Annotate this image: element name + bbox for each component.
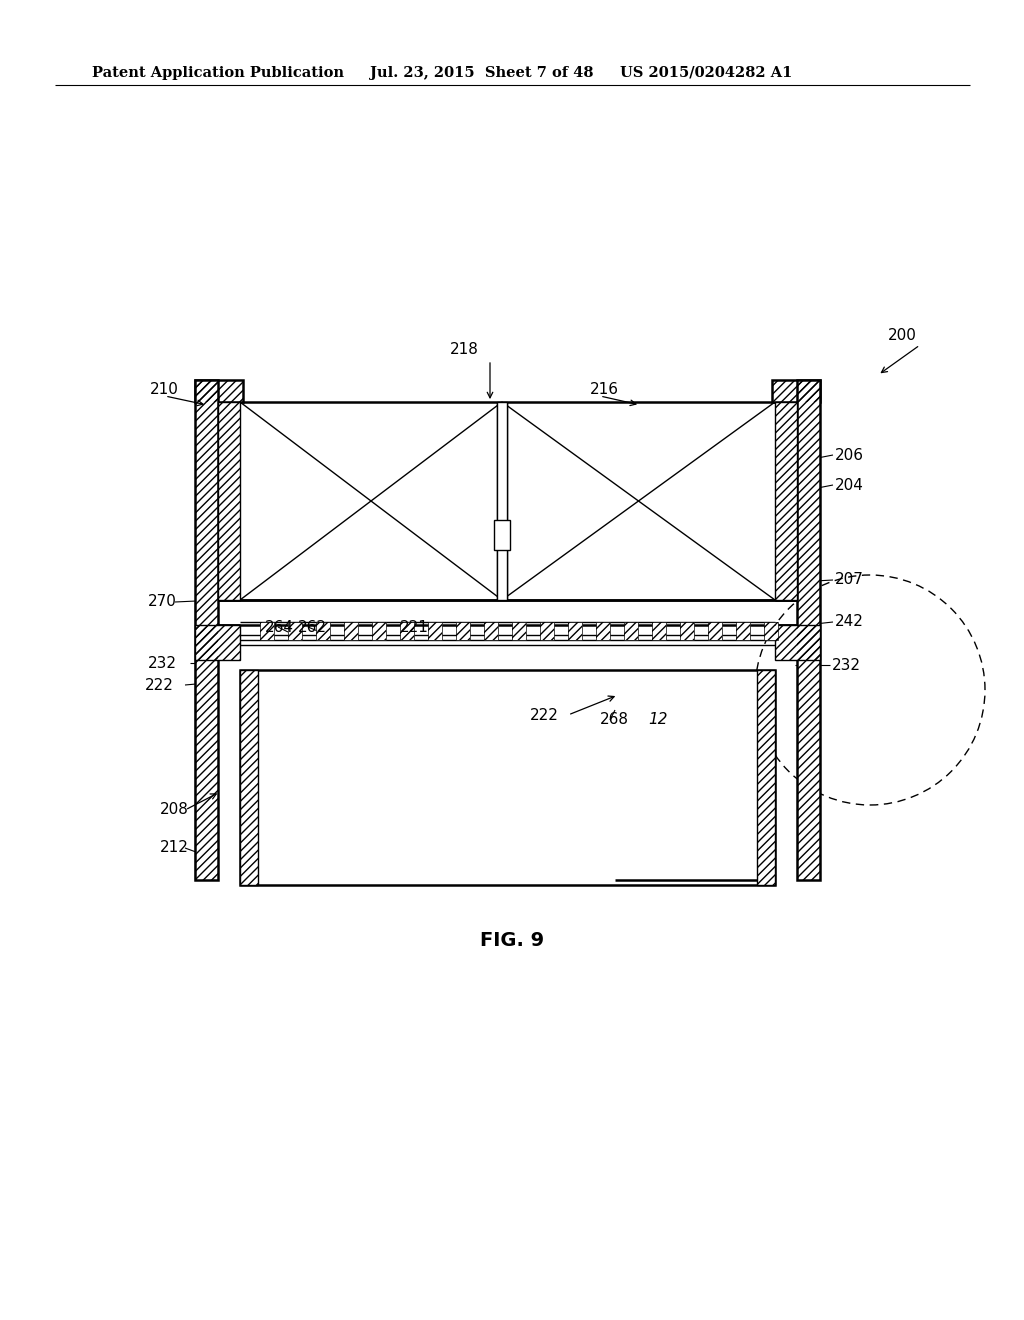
Text: 264: 264 [265, 619, 294, 635]
Bar [344, 622, 358, 640]
Bar [708, 622, 722, 640]
Bar [652, 622, 666, 640]
Bar [775, 403, 797, 601]
Text: 208: 208 [160, 803, 188, 817]
Text: 242: 242 [835, 615, 864, 630]
Bar [288, 622, 302, 640]
Bar [764, 622, 778, 640]
Text: 218: 218 [450, 342, 479, 358]
Bar [757, 671, 775, 884]
Bar [428, 622, 442, 640]
Bar [240, 671, 775, 884]
Bar [775, 624, 820, 660]
Bar [195, 380, 243, 403]
Bar [484, 622, 498, 640]
Text: 210: 210 [150, 383, 179, 397]
Text: 221: 221 [400, 619, 429, 635]
Bar [218, 403, 240, 601]
Bar [497, 403, 507, 601]
Bar [484, 622, 498, 640]
Text: 232: 232 [148, 656, 177, 671]
Bar [218, 403, 240, 601]
Bar [400, 622, 414, 640]
Bar [218, 403, 797, 601]
Text: 212: 212 [160, 841, 188, 855]
Bar [568, 622, 582, 640]
Text: 206: 206 [835, 447, 864, 462]
Text: 262: 262 [298, 619, 327, 635]
Bar [772, 380, 820, 403]
Bar [757, 671, 775, 884]
Bar [775, 403, 797, 601]
Bar [596, 622, 610, 640]
Bar [797, 380, 820, 880]
Bar [797, 380, 820, 880]
Bar [372, 622, 386, 640]
Bar [680, 622, 694, 640]
Text: 222: 222 [145, 677, 174, 693]
Bar [240, 671, 258, 884]
Text: 270: 270 [148, 594, 177, 610]
Text: 204: 204 [835, 478, 864, 492]
Bar [344, 622, 358, 640]
Bar [428, 622, 442, 640]
Bar [316, 622, 330, 640]
Bar [456, 622, 470, 640]
Bar [624, 622, 638, 640]
Bar [316, 622, 330, 640]
Bar [240, 671, 258, 884]
Bar [195, 380, 218, 880]
Text: 268: 268 [600, 713, 629, 727]
Bar [764, 622, 778, 640]
Text: 222: 222 [530, 708, 559, 722]
Bar [512, 622, 526, 640]
Text: 12: 12 [648, 713, 668, 727]
Bar [708, 622, 722, 640]
Bar [540, 622, 554, 640]
Bar [260, 622, 274, 640]
Text: 207: 207 [835, 573, 864, 587]
Bar [195, 380, 243, 403]
Bar [195, 624, 240, 660]
Bar [775, 624, 820, 660]
Bar [195, 380, 218, 880]
Text: Jul. 23, 2015  Sheet 7 of 48: Jul. 23, 2015 Sheet 7 of 48 [370, 66, 594, 81]
Bar [772, 380, 820, 403]
Text: FIG. 9: FIG. 9 [480, 931, 544, 949]
Bar [624, 622, 638, 640]
Text: Patent Application Publication: Patent Application Publication [92, 66, 344, 81]
Bar [680, 622, 694, 640]
Bar [288, 622, 302, 640]
Bar [512, 622, 526, 640]
Bar [568, 622, 582, 640]
Bar [494, 520, 510, 550]
Text: 216: 216 [590, 383, 618, 397]
Bar [652, 622, 666, 640]
Bar [400, 622, 414, 640]
Text: 232: 232 [831, 657, 861, 672]
Bar [456, 622, 470, 640]
Bar [540, 622, 554, 640]
Text: 200: 200 [888, 327, 916, 342]
Bar [260, 622, 274, 640]
Text: US 2015/0204282 A1: US 2015/0204282 A1 [620, 66, 793, 81]
Bar [372, 622, 386, 640]
Bar [736, 622, 750, 640]
Bar [195, 624, 240, 660]
Bar [736, 622, 750, 640]
Bar [596, 622, 610, 640]
